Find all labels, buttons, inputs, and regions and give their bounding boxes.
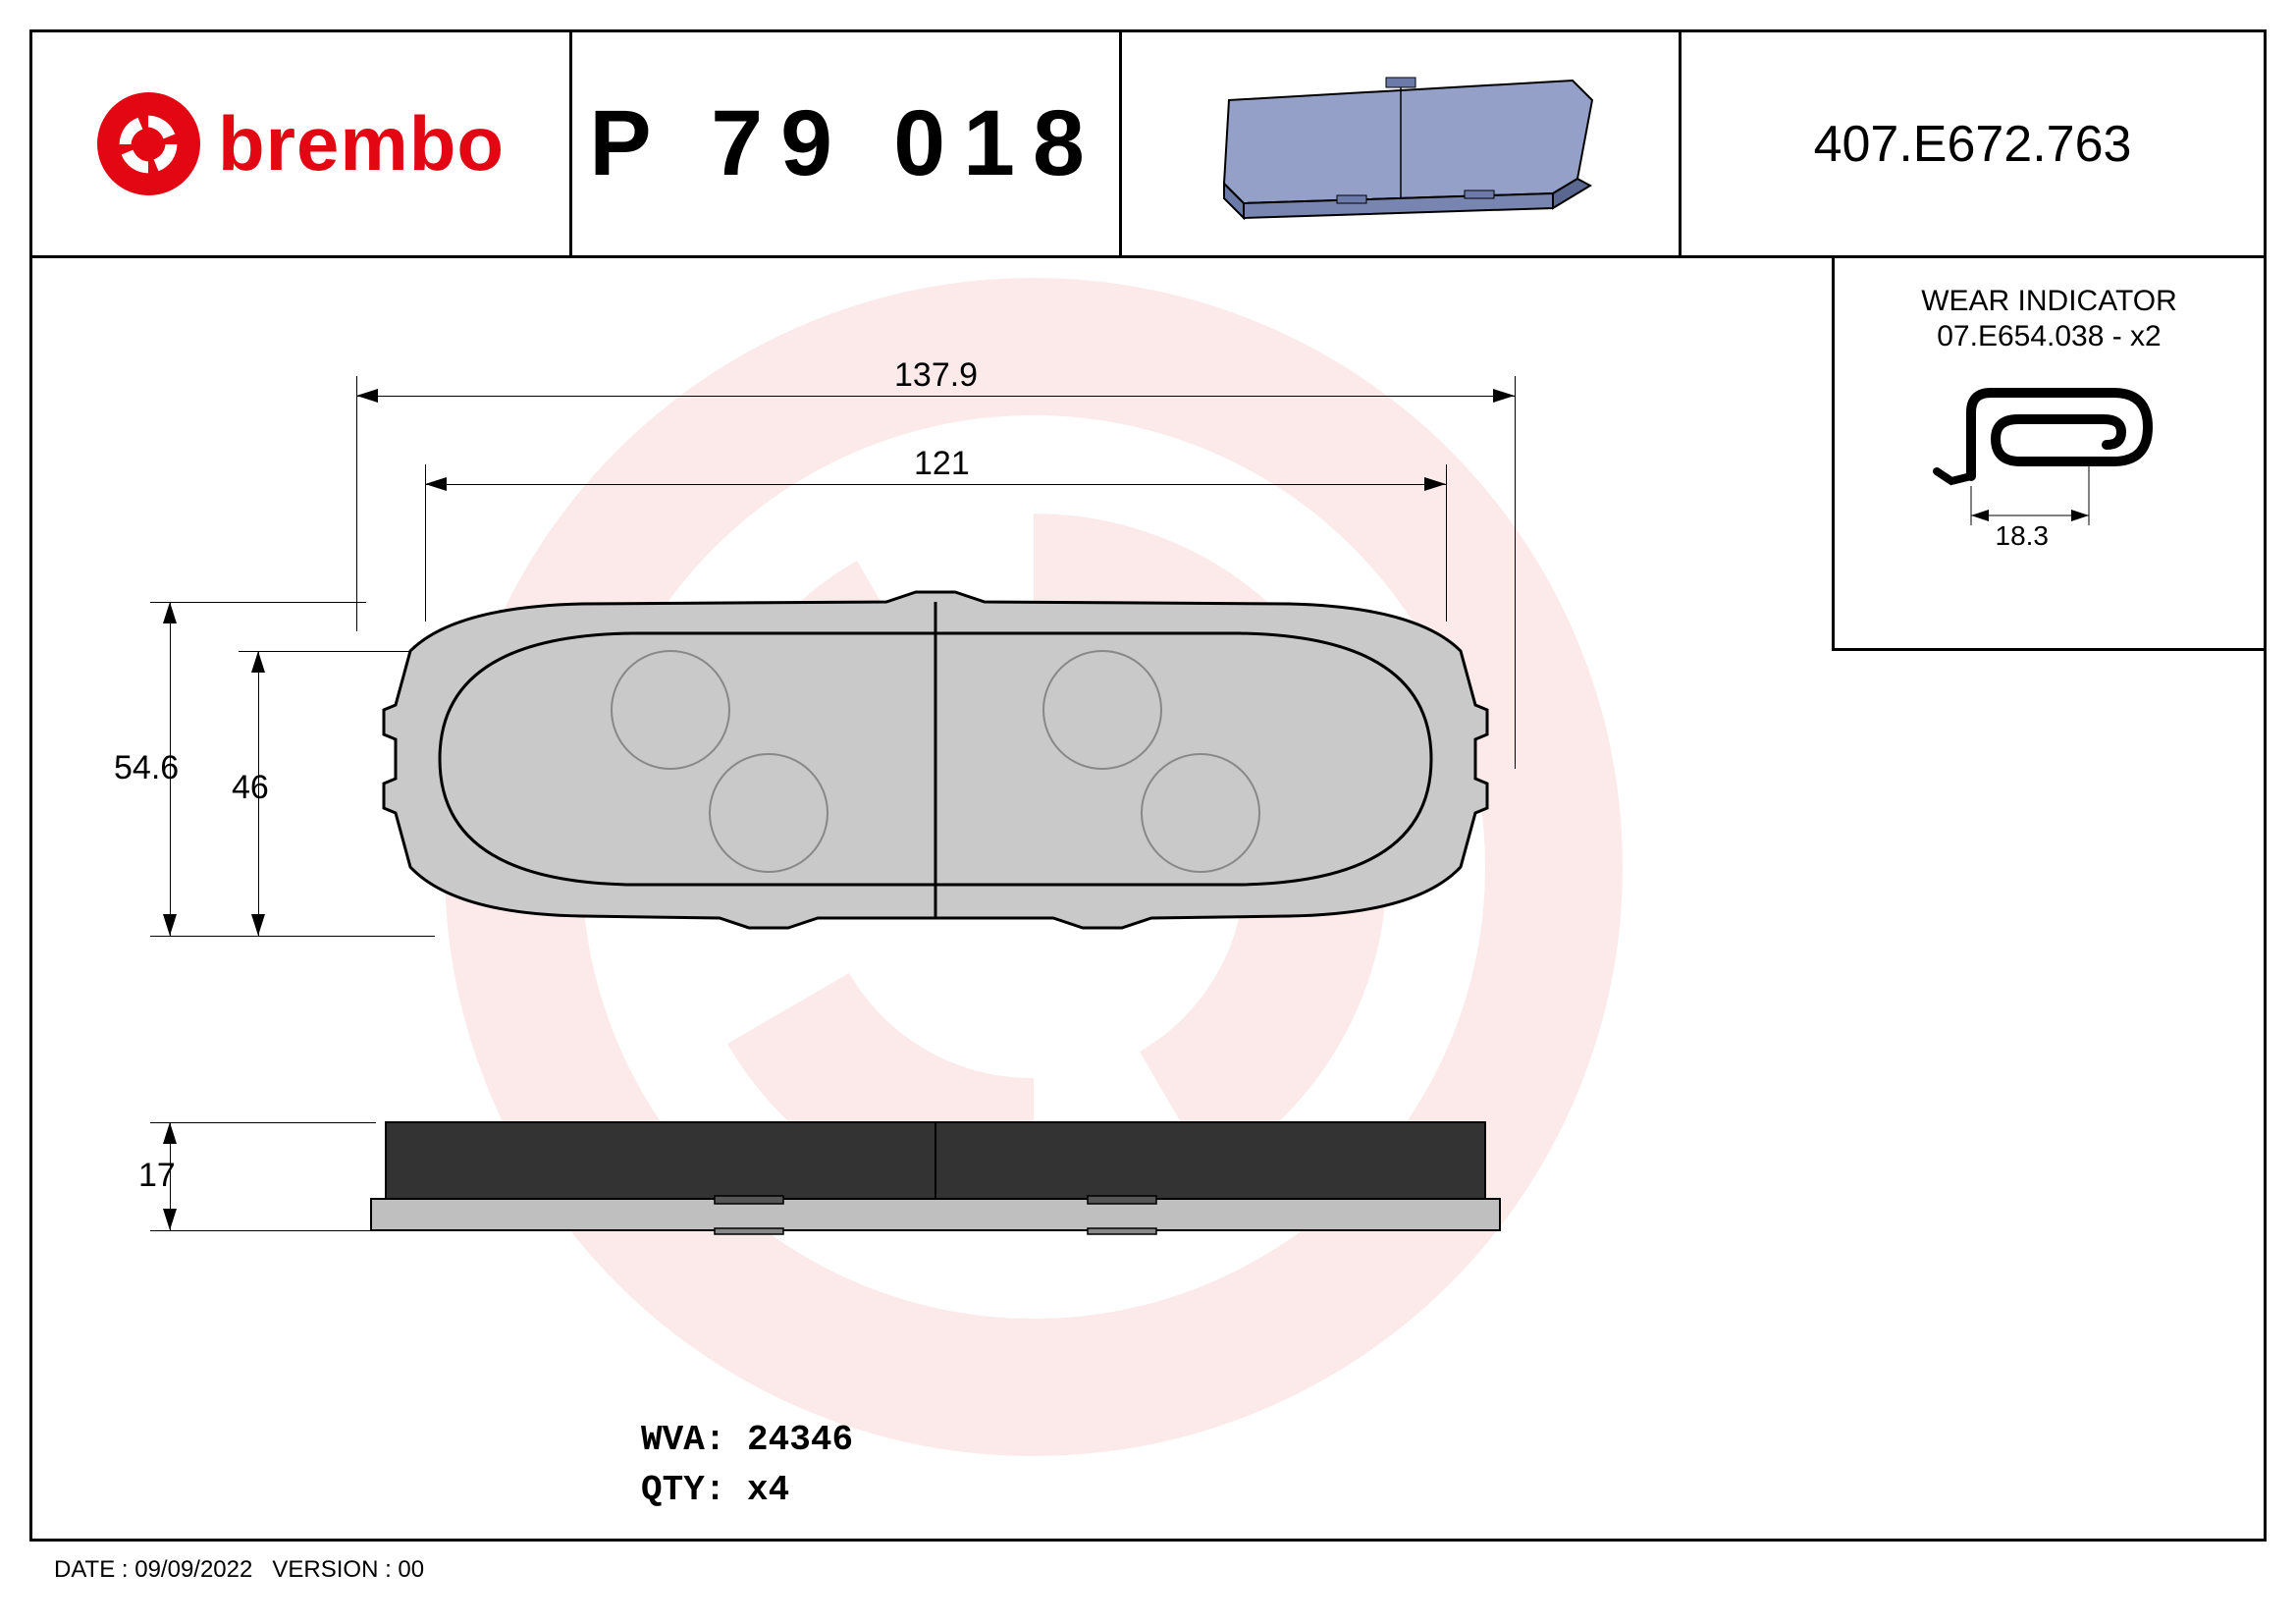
footer-info: WVA: 24346 QTY: x4 <box>641 1416 853 1515</box>
arrow-icon <box>163 602 177 623</box>
version-value: 00 <box>398 1556 424 1583</box>
pad-iso-icon <box>1190 66 1612 223</box>
dim-width-inner: 121 <box>906 445 978 483</box>
wear-indicator-panel: WEAR INDICATOR 07.E654.038 - x2 18.3 <box>1832 258 2264 651</box>
arrow-icon <box>163 1209 177 1230</box>
qty-label: QTY: <box>641 1470 725 1510</box>
ext-line <box>150 1230 376 1231</box>
brand-text: brembo <box>218 99 505 189</box>
main-drawing: 137.9 121 54.6 46 <box>32 258 1829 1544</box>
wear-title: WEAR INDICATOR <box>1835 285 2264 318</box>
body-area: WEAR INDICATOR 07.E654.038 - x2 18.3 <box>32 258 2264 1539</box>
part-number: P 79 018 <box>589 90 1102 197</box>
header-row: brembo P 79 018 407.E672.763 <box>32 32 2264 258</box>
wva-label: WVA: <box>641 1420 725 1460</box>
qty-value: x4 <box>747 1470 789 1510</box>
dim-thickness: 17 <box>131 1157 184 1195</box>
wva-value: 24346 <box>747 1420 853 1460</box>
wear-part: 07.E654.038 - x2 <box>1835 320 2264 353</box>
arrow-icon <box>356 389 378 403</box>
arrow-icon <box>1424 477 1446 491</box>
wear-clip-drawing: 18.3 <box>1922 378 2177 535</box>
date-value: 09/09/2022 <box>134 1556 252 1583</box>
date-version: DATE : 09/09/2022 VERSION : 00 <box>54 1556 424 1584</box>
arrow-icon <box>251 914 265 936</box>
dim-height-outer: 54.6 <box>106 749 187 787</box>
dim-line <box>425 484 1446 485</box>
part-number-cell: P 79 018 <box>572 32 1122 255</box>
brand-cell: brembo <box>32 32 572 255</box>
arrow-icon <box>1493 389 1515 403</box>
drawing-code: 407.E672.763 <box>1814 115 2132 174</box>
arrow-icon <box>163 914 177 936</box>
version-label: VERSION : <box>272 1556 391 1583</box>
ext-line <box>150 602 366 603</box>
pad-side-view <box>386 1122 1485 1230</box>
arrow-icon <box>425 477 447 491</box>
brand-disc-icon <box>97 92 200 195</box>
drawing-frame: brembo P 79 018 407.E672.763 <box>29 29 2267 1542</box>
pad-front-view <box>386 602 1485 936</box>
date-label: DATE : <box>54 1556 129 1583</box>
wear-width-dim: 18.3 <box>1996 520 2050 552</box>
ext-line <box>150 1122 376 1123</box>
brand-logo: brembo <box>97 92 505 195</box>
dim-height-inner: 46 <box>224 769 277 807</box>
dim-line <box>356 396 1515 397</box>
arrow-icon <box>163 1122 177 1144</box>
code-cell: 407.E672.763 <box>1682 32 2264 255</box>
dim-width-outer: 137.9 <box>886 356 986 395</box>
iso-view-cell <box>1122 32 1682 255</box>
arrow-icon <box>251 651 265 673</box>
